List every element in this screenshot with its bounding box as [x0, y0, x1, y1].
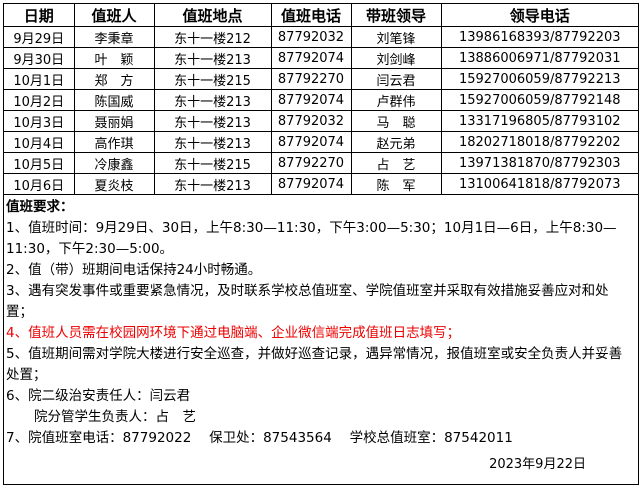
table-cell: 15927006059/87792213 [440, 68, 638, 90]
notes: 值班要求： 1、值班时间：9月29日、30日，上午8:30—11:30，下午3:… [4, 195, 638, 449]
table-row: 9月30日叶 颖东十一楼213 87792074 刘剑峰 13886006971/87… [4, 47, 638, 69]
table-cell: 10月3日 [4, 110, 75, 132]
note-item: 3、遇有突发事件或重要紧急情况，及时联系学校总值班室、学院值班室并采取有效措施妥… [6, 283, 609, 320]
table-row: 10月5日 冷康鑫 东十一楼215 87792270 占 艺 13971381870/87… [4, 152, 638, 174]
table-cell: 9月29日 [4, 26, 75, 48]
table-cell: 东十一楼213 [153, 110, 272, 132]
header-cell: 日期 [4, 4, 75, 27]
table-cell: 13317196805/87793102 [440, 110, 638, 132]
table-cell: 冷康鑫 [73, 152, 155, 174]
table-cell: 东十一楼213 [153, 173, 272, 195]
table-cell: 13971381870/87792303 [440, 152, 638, 174]
table-cell: 87792074 [270, 131, 352, 153]
table-cell: 东十一楼215 [153, 152, 272, 174]
table-cell: 13886006971/87792031 [440, 47, 638, 69]
table-cell: 87792270 [270, 152, 352, 174]
table-cell: 马 聪 [350, 110, 442, 132]
table-cell: 夏炎枝 [73, 173, 155, 195]
header-row: 日期 值班人 值班地点 值班电话 带班领导 领导电话 [4, 4, 638, 27]
table-cell: 陈 军 [350, 173, 442, 195]
table-cell: 刘笔锋 [350, 26, 442, 48]
header-cell: 领导电话 [440, 4, 638, 27]
table-cell: 聂丽娟 [73, 110, 155, 132]
table-cell: 李秉章 [73, 26, 155, 48]
table-cell: 刘剑峰 [350, 47, 442, 69]
table-row: 9月29日 李秉章 东十一楼212 87792032 刘笔锋 13986168393/87… [4, 26, 638, 48]
table-cell: 东十一楼213 [153, 89, 272, 111]
table-row: 10月6日 夏炎枝 东十一楼213 87792074 陈 军 13100641818/87… [4, 173, 638, 195]
table-cell: 占 艺 [350, 152, 442, 174]
table-cell: 87792032 [270, 110, 352, 132]
table-cell: 东十一楼213 [153, 131, 272, 153]
page: 日期 值班人 值班地点 值班电话 带班领导 领导电话 9月29日 李秉章 东十一楼212 877… [3, 3, 639, 485]
note-item: 5、值班期间需对学院大楼进行安全巡查，并做好巡查记录，遇异常情况，报值班室或安全… [6, 346, 623, 383]
table-cell: 闫云君 [350, 68, 442, 90]
table-cell: 东十一楼215 [153, 68, 272, 90]
table-cell: 87792270 [270, 68, 352, 90]
table-cell: 15927006059/87792148 [440, 89, 638, 111]
table-row: 10月3日 聂丽娟 东十一楼213 87792032 马 聪 13317196805/87… [4, 110, 638, 132]
table-cell: 87792074 [270, 173, 352, 195]
table-cell: 87792032 [270, 26, 352, 48]
table-cell: 10月5日 [4, 152, 75, 174]
table-cell: 87792074 [270, 47, 352, 69]
table-cell: 13100641818/87792073 [440, 173, 638, 195]
table-cell: 赵元弟 [350, 131, 442, 153]
table-cell: 卢群伟 [350, 89, 442, 111]
table-cell: 87792074 [270, 89, 352, 111]
table-cell: 高作琪 [73, 131, 155, 153]
table-cell: 郑 方 [73, 68, 155, 90]
header-cell: 带班领导 [350, 4, 442, 27]
table-cell: 10月6日 [4, 173, 75, 195]
table-cell: 东十一楼213 [153, 47, 272, 69]
table-cell: 10月2日 [4, 89, 75, 111]
header-cell: 值班电话 [270, 4, 352, 27]
note-item: 院分管学生负责人：占 艺 [34, 409, 196, 425]
note-item: 4、值班人员需在校园网环境下通过电脑端、企业微信端完成值班日志填写； [6, 325, 461, 341]
table-row: 10月4日 高作琪 东十一楼213 87792074 赵元弟 18202718018/87… [4, 131, 638, 153]
header-cell: 值班人 [73, 4, 155, 27]
table-cell: 陈国威 [73, 89, 155, 111]
note-item: 2、值（带）班期间电话保持24小时畅通。 [6, 262, 262, 278]
note-item: 7、院值班室电话：87792022 保卫处：87543564 学校总值班室：87… [6, 430, 513, 446]
table-row: 10月2日 陈国威 东十一楼213 87792074 卢群伟 15927006059/87… [4, 89, 638, 111]
duty-table: 日期 值班人 值班地点 值班电话 带班领导 领导电话 9月29日 李秉章 东十一楼212 877… [4, 4, 638, 195]
table-cell: 18202718018/87792202 [440, 131, 638, 153]
table-cell: 10月4日 [4, 131, 75, 153]
table-cell: 叶 颖 [73, 47, 155, 69]
table-cell: 东十一楼212 [153, 26, 272, 48]
table-cell: 10月1日 [4, 68, 75, 90]
table-cell: 9月30日 [4, 47, 75, 69]
date: 2023年9月22日 [489, 457, 586, 472]
notes-title: 值班要求： [6, 199, 74, 215]
header-cell: 值班地点 [153, 4, 272, 27]
table-row: 10月1日郑 方东十一楼215 87792270 闫云君 15927006059/87… [4, 68, 638, 90]
table-cell: 13986168393/87792203 [440, 26, 638, 48]
note-item: 6、院二级治安责任人：闫云君 [6, 388, 191, 404]
note-item: 1、值班时间：9月29日、30日，上午8:30—11:30，下午3:00—5:3… [6, 220, 617, 257]
